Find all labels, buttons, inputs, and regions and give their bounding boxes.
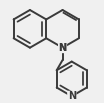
- Text: N: N: [68, 91, 76, 101]
- Text: N: N: [59, 43, 67, 53]
- Text: N: N: [59, 43, 67, 53]
- Text: N: N: [59, 43, 67, 53]
- Text: N: N: [68, 91, 76, 101]
